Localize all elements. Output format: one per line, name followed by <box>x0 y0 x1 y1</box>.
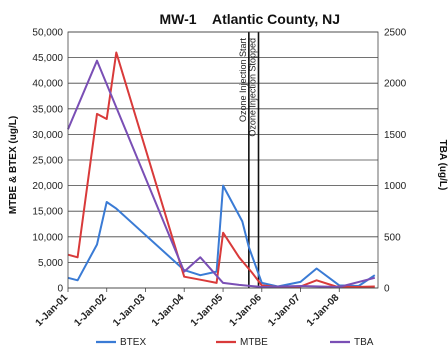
x-tick-label: 1-Jan-04 <box>150 292 187 329</box>
btex-series-line <box>67 184 376 288</box>
y-axis-label-right: TBA (ug/L) <box>437 140 448 191</box>
y-tick-right: 500 <box>384 232 401 243</box>
tba-series-line <box>67 59 376 288</box>
legend-label: TBA <box>354 337 374 348</box>
x-tick-label: 1-Jan-07 <box>266 292 303 329</box>
y-tick-left: 5,000 <box>38 258 63 269</box>
y-tick-left: 50,000 <box>32 28 63 39</box>
y-tick-right: 2000 <box>384 79 407 90</box>
y-tick-right: 0 <box>384 284 390 295</box>
y-tick-left: 20,000 <box>32 181 63 192</box>
y-tick-left: 25,000 <box>32 156 63 167</box>
chart-title: MW-1 <box>159 11 196 27</box>
y-tick-right: 2500 <box>384 28 407 39</box>
y-tick-left: 30,000 <box>32 130 63 141</box>
x-tick-label: 1-Jan-05 <box>189 292 226 329</box>
y-tick-left: 45,000 <box>32 53 63 64</box>
x-tick-label: 1-Jan-01 <box>34 292 71 329</box>
y-tick-left: 0 <box>57 284 63 295</box>
x-tick-label: 1-Jan-03 <box>111 292 148 329</box>
y-tick-left: 40,000 <box>32 79 63 90</box>
y-tick-left: 35,000 <box>32 104 63 115</box>
annotation-label: Ozone Injection Stopped <box>247 38 257 137</box>
y-tick-left: 15,000 <box>32 207 63 218</box>
chart-subtitle: Atlantic County, NJ <box>212 11 340 27</box>
x-tick-label: 1-Jan-02 <box>72 292 109 329</box>
x-tick-label: 1-Jan-06 <box>227 292 264 329</box>
y-axis-label-left: MTBE & BTEX (ug/L) <box>8 116 19 214</box>
mtbe-series-line <box>67 51 375 288</box>
series-layer <box>67 51 376 288</box>
y-tick-right: 1000 <box>384 181 407 192</box>
legend: BTEX MTBE TBA <box>96 337 374 348</box>
legend-label: MTBE <box>240 337 268 348</box>
x-tick-label: 1-Jan-08 <box>305 292 342 329</box>
y-tick-left: 10,000 <box>32 232 63 243</box>
legend-label: BTEX <box>120 337 146 348</box>
annotation-label: Ozone Injection Start <box>238 38 248 123</box>
y-tick-right: 1500 <box>384 130 407 141</box>
